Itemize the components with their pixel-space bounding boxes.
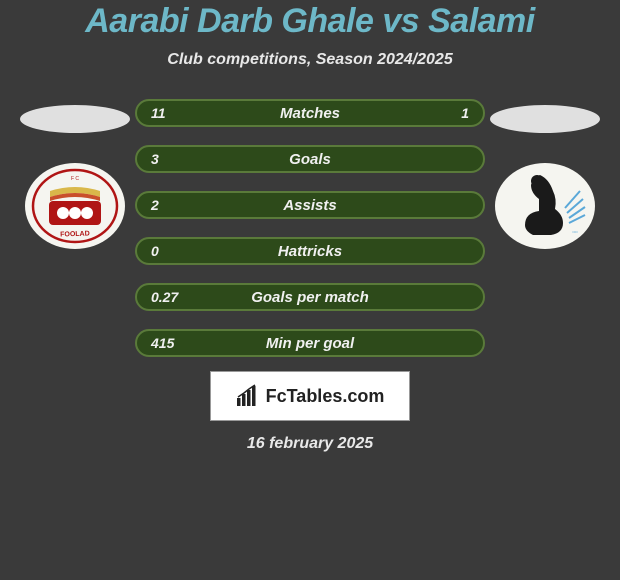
date-label: 16 february 2025	[0, 435, 620, 453]
stat-bar-matches: 11 Matches 1	[135, 99, 485, 127]
stat-label: Goals	[221, 151, 399, 168]
infographic-container: Aarabi Darb Ghale vs Salami Club competi…	[0, 0, 620, 580]
stat-label: Matches	[221, 105, 399, 122]
crest-left-icon: FOOLAD F C	[25, 163, 125, 249]
stat-left-value: 3	[151, 151, 221, 167]
player-ellipse-left	[20, 105, 130, 133]
stat-label: Assists	[221, 197, 399, 214]
svg-text:••••: ••••	[572, 229, 578, 234]
fctables-icon	[236, 384, 260, 408]
source-logo-text: FcTables.com	[266, 386, 385, 407]
stat-bar-goals-per-match: 0.27 Goals per match	[135, 283, 485, 311]
stat-label: Min per goal	[221, 335, 399, 352]
main-row: FOOLAD F C 11 Matches 1 3 Goals 2 Assist…	[0, 99, 620, 357]
stat-bar-min-per-goal: 415 Min per goal	[135, 329, 485, 357]
stat-bar-goals: 3 Goals	[135, 145, 485, 173]
stat-left-value: 2	[151, 197, 221, 213]
player-ellipse-right	[490, 105, 600, 133]
right-player-column: ••••	[485, 99, 605, 254]
left-player-column: FOOLAD F C	[15, 99, 135, 254]
stat-right-value: 1	[399, 105, 469, 121]
club-crest-right: ••••	[495, 163, 595, 254]
stat-left-value: 11	[151, 105, 221, 121]
stat-left-value: 0	[151, 243, 221, 259]
stat-left-value: 0.27	[151, 289, 221, 305]
stat-bar-hattricks: 0 Hattricks	[135, 237, 485, 265]
page-title: Aarabi Darb Ghale vs Salami	[0, 2, 620, 41]
source-logo: FcTables.com	[210, 371, 410, 421]
svg-text:F C: F C	[71, 176, 79, 182]
svg-text:FOOLAD: FOOLAD	[60, 230, 90, 238]
stats-column: 11 Matches 1 3 Goals 2 Assists 0 Hattric…	[135, 99, 485, 357]
stat-bar-assists: 2 Assists	[135, 191, 485, 219]
stat-label: Goals per match	[221, 289, 399, 306]
club-crest-left: FOOLAD F C	[25, 163, 125, 254]
crest-right-icon: ••••	[495, 163, 595, 249]
subtitle: Club competitions, Season 2024/2025	[0, 51, 620, 69]
stat-left-value: 415	[151, 335, 221, 351]
stat-label: Hattricks	[221, 243, 399, 260]
